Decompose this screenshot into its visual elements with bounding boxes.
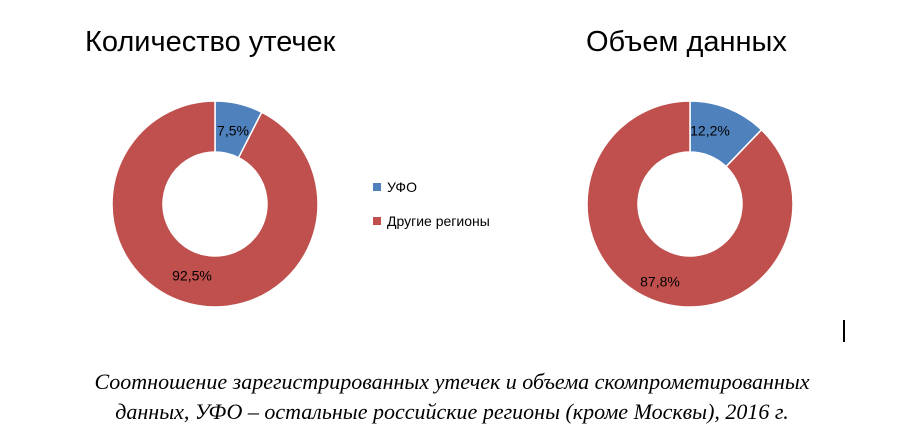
caption-line-2: данных, УФО – остальные российские регио… — [115, 399, 789, 424]
donut-1-slice-other-regions — [111, 100, 319, 308]
donut-2-label-other-regions: 87,8% — [640, 274, 680, 290]
figure-caption: Соотношение зарегистрированных утечек и … — [0, 367, 904, 427]
legend-item-other-regions: Другие регионы — [373, 212, 490, 230]
text-cursor — [843, 320, 845, 342]
legend-swatch-other-regions — [373, 217, 381, 225]
chart-title-data-volume: Объем данных — [586, 26, 787, 58]
legend-item-ufo: УФО — [373, 178, 490, 196]
caption-line-1: Соотношение зарегистрированных утечек и … — [94, 369, 810, 394]
donut-1-label-other-regions: 92,5% — [172, 268, 212, 284]
donut-1-label-ufo: 7,5% — [217, 123, 249, 139]
chart-title-leaks-count: Количество утечек — [85, 26, 336, 58]
donut-2-label-ufo: 12,2% — [690, 123, 730, 139]
legend-label-ufo: УФО — [387, 179, 417, 195]
legend-swatch-ufo — [373, 183, 381, 191]
donut-2-slice-other-regions — [586, 100, 794, 308]
legend: УФО Другие регионы — [373, 178, 490, 246]
legend-label-other-regions: Другие регионы — [387, 213, 490, 229]
